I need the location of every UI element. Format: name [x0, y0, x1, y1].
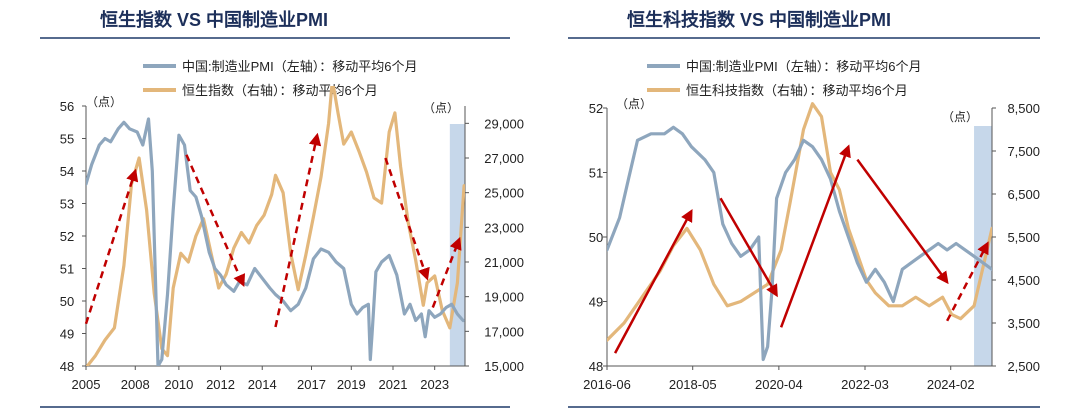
hsi-vs-pmi-chart: 恒生指数 VS 中国制造业PMI 中国:制造业PMI（左轴）：移动平均6个月 恒… — [40, 9, 524, 408]
left-tick-label: 54 — [60, 164, 74, 179]
left-tick-label: 49 — [589, 295, 603, 310]
x-tick-label: 2005 — [72, 377, 101, 392]
left-tick-label: 49 — [60, 327, 74, 342]
trend-arrow — [384, 157, 430, 281]
left-tick-label: 51 — [60, 262, 74, 277]
right-tick-label: 8,500 — [1007, 101, 1040, 116]
left-tick-label: 56 — [60, 99, 74, 114]
hstech-vs-pmi-chart: 恒生科技指数 VS 中国制造业PMI 中国:制造业PMI（左轴）：移动平均6个月… — [568, 9, 1040, 408]
right-tick-label: 7,500 — [1007, 144, 1040, 159]
right-tick-label: 21,000 — [484, 255, 524, 270]
legend-label-index: 恒生科技指数（右轴）：移动平均6个月 — [686, 83, 908, 98]
trend-arrow — [84, 168, 139, 325]
right-axis-unit: （点） — [423, 101, 459, 115]
left-tick-label: 51 — [589, 166, 603, 181]
trend-arrow — [274, 132, 322, 328]
shaded-band — [449, 124, 465, 366]
trend-arrow — [779, 144, 851, 328]
left-axis-unit: （点） — [86, 95, 122, 109]
right-tick-label: 2,500 — [1007, 359, 1040, 374]
left-tick-label: 52 — [589, 101, 603, 116]
x-tick-label: 2021 — [379, 377, 408, 392]
x-tick-label: 2010 — [164, 377, 193, 392]
right-axis-unit: （点） — [942, 110, 978, 124]
chart-title: 恒生科技指数 VS 中国制造业PMI — [627, 9, 891, 30]
right-tick-label: 19,000 — [484, 290, 524, 305]
right-tick-label: 3,500 — [1007, 316, 1040, 331]
series-line-pmi — [86, 117, 465, 366]
series-line-pmi — [607, 125, 992, 362]
left-tick-label: 52 — [60, 229, 74, 244]
series-line-index — [607, 102, 992, 342]
trend-arrow — [431, 236, 462, 308]
x-tick-label: 2018-05 — [669, 377, 717, 392]
right-tick-label: 5,500 — [1007, 230, 1040, 245]
legend-label-index: 恒生指数（右轴）：移动平均6个月 — [182, 83, 378, 98]
trend-arrow — [719, 197, 778, 298]
left-tick-label: 50 — [60, 294, 74, 309]
right-tick-label: 23,000 — [484, 220, 524, 235]
legend: 中国:制造业PMI（左轴）：移动平均6个月 恒生指数（右轴）：移动平均6个月 — [143, 59, 417, 98]
right-tick-label: 17,000 — [484, 324, 524, 339]
legend: 中国:制造业PMI（左轴）：移动平均6个月 恒生科技指数（右轴）：移动平均6个月 — [647, 59, 921, 98]
x-tick-label: 2014 — [248, 377, 277, 392]
trend-arrow — [856, 158, 949, 285]
plot-area: 48 49 50 51 52 53 54 55 56 15,000 17,000 19,000 21,0… — [60, 86, 524, 392]
right-tick-label: 6,500 — [1007, 187, 1040, 202]
x-tick-label: 2023 — [420, 377, 449, 392]
right-tick-label: 15,000 — [484, 359, 524, 374]
left-tick-label: 48 — [60, 359, 74, 374]
x-tick-label: 2020-04 — [755, 377, 803, 392]
right-tick-label: 27,000 — [484, 151, 524, 166]
legend-label-pmi: 中国:制造业PMI（左轴）：移动平均6个月 — [182, 59, 417, 74]
trend-arrow — [946, 241, 989, 322]
x-tick-label: 2012 — [206, 377, 235, 392]
x-tick-label: 2016-06 — [583, 377, 631, 392]
plot-area: 48 49 50 51 52 2,500 3,500 4,500 5,500 6,500 7,500… — [583, 101, 1040, 392]
x-tick-label: 2019 — [337, 377, 366, 392]
x-tick-label: 2024-02 — [927, 377, 975, 392]
left-axis-unit: （点） — [616, 97, 652, 111]
right-tick-label: 4,500 — [1007, 273, 1040, 288]
left-tick-label: 50 — [589, 230, 603, 245]
legend-label-pmi: 中国:制造业PMI（左轴）：移动平均6个月 — [686, 59, 921, 74]
left-tick-label: 55 — [60, 132, 74, 147]
left-tick-label: 53 — [60, 197, 74, 212]
series-line-index — [86, 86, 465, 366]
x-tick-label: 2022-03 — [841, 377, 889, 392]
right-tick-label: 25,000 — [484, 186, 524, 201]
left-tick-label: 48 — [589, 359, 603, 374]
right-tick-label: 29,000 — [484, 116, 524, 131]
trend-arrow — [613, 208, 693, 354]
chart-title: 恒生指数 VS 中国制造业PMI — [100, 9, 328, 30]
x-tick-label: 2008 — [121, 377, 150, 392]
x-tick-label: 2017 — [297, 377, 326, 392]
